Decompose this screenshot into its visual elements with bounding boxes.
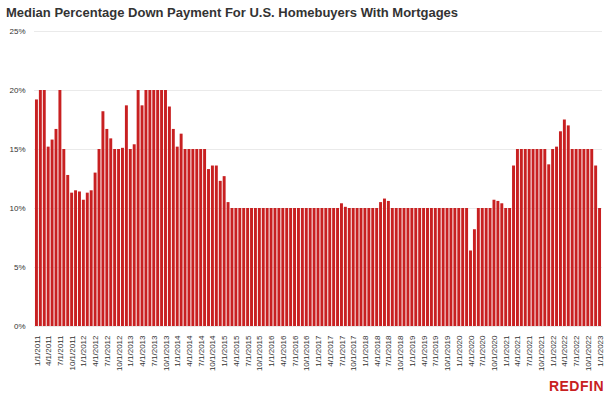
svg-text:7/1/2013: 7/1/2013 [150,335,159,367]
svg-text:4/1/2016: 4/1/2016 [279,335,288,367]
svg-text:10/1/2018: 10/1/2018 [396,335,405,371]
svg-text:10/1/2012: 10/1/2012 [115,335,124,371]
svg-text:4/1/2013: 4/1/2013 [138,335,147,367]
svg-text:7/1/2016: 7/1/2016 [291,335,300,367]
svg-text:1/1/2015: 1/1/2015 [220,335,229,367]
svg-text:4/1/2015: 4/1/2015 [232,335,241,367]
svg-text:10/1/2016: 10/1/2016 [302,335,311,371]
svg-text:7/1/2021: 7/1/2021 [525,335,534,367]
svg-text:1/1/2020: 1/1/2020 [455,335,464,367]
svg-text:1/1/2023: 1/1/2023 [596,335,605,367]
svg-text:1/1/2014: 1/1/2014 [173,335,182,367]
svg-text:1/1/2018: 1/1/2018 [361,335,370,367]
svg-text:7/1/2022: 7/1/2022 [572,335,581,367]
svg-text:10/1/2011: 10/1/2011 [68,335,77,371]
html-text:Median Percentage Down Payment: Median Percentage Down Payment For U.S. … [6,5,459,20]
svg-text:1/1/2017: 1/1/2017 [314,335,323,367]
svg-text:10/1/2022: 10/1/2022 [584,335,593,371]
svg-text:4/1/2017: 4/1/2017 [326,335,335,367]
svg-text:1/1/2022: 1/1/2022 [549,335,558,367]
svg-text:25%: 25% [9,27,25,36]
svg-text:7/1/2018: 7/1/2018 [384,335,393,367]
svg-text:1/1/2012: 1/1/2012 [79,335,88,367]
svg-text:4/1/2021: 4/1/2021 [513,335,522,367]
svg-text:7/1/2020: 7/1/2020 [478,335,487,367]
svg-text:1/1/2019: 1/1/2019 [408,335,417,367]
svg-text:10/1/2021: 10/1/2021 [537,335,546,371]
svg-text:4/1/2011: 4/1/2011 [44,335,53,366]
svg-text:4/1/2020: 4/1/2020 [467,335,476,367]
svg-text:20%: 20% [9,86,25,95]
svg-text:10/1/2019: 10/1/2019 [443,335,452,371]
svg-text:0%: 0% [14,322,26,331]
svg-text:1/1/2013: 1/1/2013 [126,335,135,367]
svg-text:7/1/2017: 7/1/2017 [338,335,347,367]
html-text:REDFIN: REDFIN [548,378,604,394]
svg-text:10/1/2013: 10/1/2013 [162,335,171,371]
svg-text:4/1/2012: 4/1/2012 [91,335,100,367]
svg-text:4/1/2014: 4/1/2014 [185,335,194,367]
svg-text:10/1/2014: 10/1/2014 [208,335,217,371]
svg-text:7/1/2012: 7/1/2012 [103,335,112,367]
svg-text:7/1/2014: 7/1/2014 [197,335,206,367]
svg-text:15%: 15% [9,145,25,154]
svg-text:4/1/2022: 4/1/2022 [560,335,569,367]
svg-text:1/1/2016: 1/1/2016 [267,335,276,367]
svg-text:7/1/2019: 7/1/2019 [431,335,440,367]
svg-text:4/1/2018: 4/1/2018 [373,335,382,367]
svg-text:10/1/2020: 10/1/2020 [490,335,499,371]
svg-text:10%: 10% [9,204,25,213]
svg-text:10/1/2017: 10/1/2017 [349,335,358,371]
svg-text:4/1/2019: 4/1/2019 [420,335,429,367]
svg-text:7/1/2011: 7/1/2011 [56,335,65,366]
svg-text:1/1/2011: 1/1/2011 [33,335,42,366]
svg-text:5%: 5% [14,263,26,272]
svg-text:1/1/2021: 1/1/2021 [502,335,511,367]
svg-text:10/1/2015: 10/1/2015 [255,335,264,371]
svg-text:7/1/2015: 7/1/2015 [244,335,253,367]
